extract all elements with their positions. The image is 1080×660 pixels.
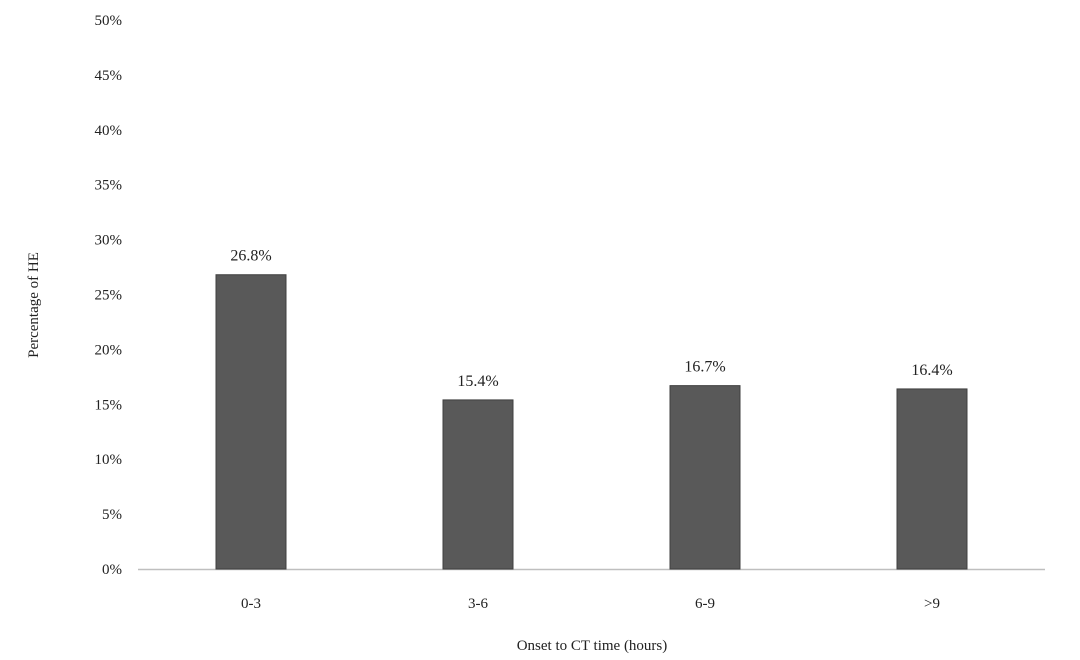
y-tick-label: 50% bbox=[95, 13, 123, 29]
y-tick-label: 30% bbox=[95, 233, 123, 249]
x-tick-label: 0-3 bbox=[241, 596, 261, 612]
x-tick-label: 6-9 bbox=[695, 596, 715, 612]
bar bbox=[669, 385, 741, 570]
y-tick-label: 0% bbox=[102, 562, 122, 578]
y-tick-label: 20% bbox=[95, 342, 123, 358]
bar bbox=[896, 388, 968, 570]
data-label: 16.7% bbox=[684, 359, 725, 376]
bar-series bbox=[215, 274, 968, 570]
y-tick-label: 25% bbox=[95, 288, 123, 304]
data-label: 15.4% bbox=[457, 373, 498, 390]
y-tick-label: 45% bbox=[95, 68, 123, 84]
y-tick-label: 5% bbox=[102, 507, 122, 523]
x-tick-label: >9 bbox=[924, 596, 940, 612]
y-axis-title: Percentage of HE bbox=[26, 252, 42, 358]
x-tick-label: 3-6 bbox=[468, 596, 488, 612]
data-label: 16.4% bbox=[911, 362, 952, 379]
y-tick-label: 15% bbox=[95, 397, 123, 413]
y-tick-label: 40% bbox=[95, 123, 123, 139]
y-tick-label: 35% bbox=[95, 178, 123, 194]
data-label: 26.8% bbox=[230, 248, 271, 265]
data-labels: 26.8% 15.4% 16.7% 16.4% bbox=[230, 248, 952, 390]
x-axis-ticks: 0-3 3-6 6-9 >9 bbox=[241, 596, 940, 612]
y-axis-ticks: 0% 5% 10% 15% 20% 25% 30% 35% 40% 45% 50% bbox=[95, 13, 123, 578]
bar bbox=[215, 274, 287, 570]
x-axis-title: Onset to CT time (hours) bbox=[517, 638, 668, 654]
y-tick-label: 10% bbox=[95, 452, 123, 468]
bar bbox=[442, 399, 514, 570]
